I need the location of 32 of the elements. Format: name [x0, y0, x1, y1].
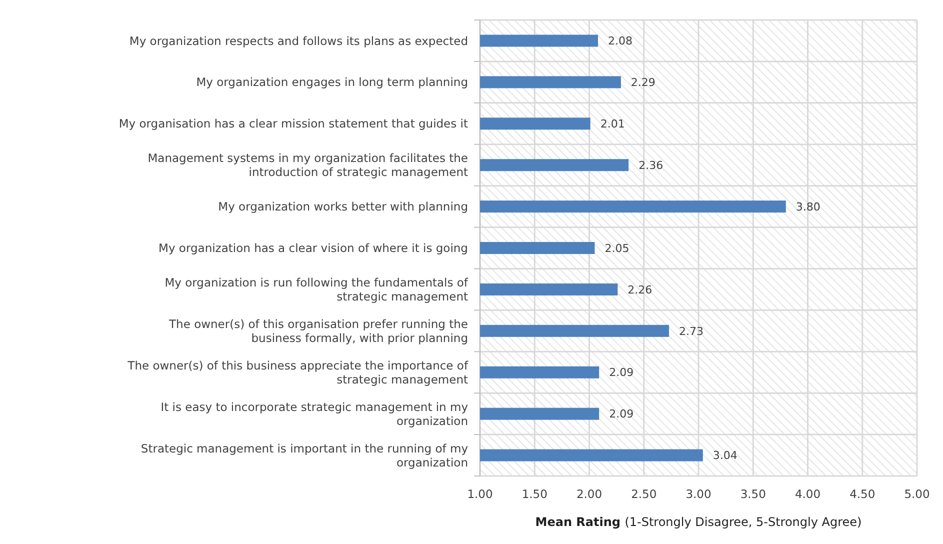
data-label: 2.29	[630, 76, 656, 90]
x-tick-label: 3.00	[686, 487, 712, 501]
x-tick-label: 4.50	[850, 487, 876, 501]
x-tick-label: 1.00	[467, 487, 493, 501]
y-tick-label: Management systems in my organization facilitates the introduction of strategic management	[148, 151, 468, 180]
y-tick-label: Strategic management is important in the running of my organization	[140, 441, 468, 470]
x-tick-label: 3.50	[740, 487, 766, 501]
x-tick-label: 5.00	[904, 487, 930, 501]
y-tick-label: My organization has a clear vision of where it is going	[158, 241, 468, 256]
y-tick-label: The owner(s) of this business appreciate the importance of strategic management	[126, 358, 469, 386]
y-tick-label: It is easy to incorporate strategic management in my organization	[160, 400, 468, 428]
x-tick-label: 2.50	[631, 487, 657, 501]
data-label: 3.04	[712, 449, 738, 462]
x-tick-label: 2.00	[576, 487, 602, 501]
data-label: 2.01	[600, 117, 625, 130]
data-label: 2.26	[628, 283, 652, 296]
data-label: 2.09	[609, 366, 634, 380]
y-tick-label: My organization is run following the fundamentals of strategic management	[164, 275, 469, 304]
y-tick-label: My organisation has a clear mission statement that guides it	[118, 116, 468, 131]
y-tick-label: My organization respects and follows its plans as expected	[129, 34, 468, 48]
data-label: 2.73	[679, 324, 704, 338]
x-tick-label: 1.50	[522, 487, 548, 501]
x-tick-label: 4.00	[794, 487, 821, 501]
x-axis-title: Mean Rating (1-Strongly Disagree, 5-Strongly Agree)	[535, 515, 862, 529]
y-tick-label: My organization engages in long term planning	[196, 75, 468, 90]
data-label: 2.36	[638, 158, 664, 172]
data-label: 3.80	[796, 200, 820, 214]
y-tick-label: The owner(s) of this organisation prefer running the business formally, with prior planning	[168, 316, 468, 345]
data-label: 2.09	[609, 408, 634, 421]
data-label: 2.05	[604, 242, 630, 255]
data-label: 2.08	[608, 34, 632, 48]
y-tick-label: My organization works better with planning	[218, 200, 468, 214]
